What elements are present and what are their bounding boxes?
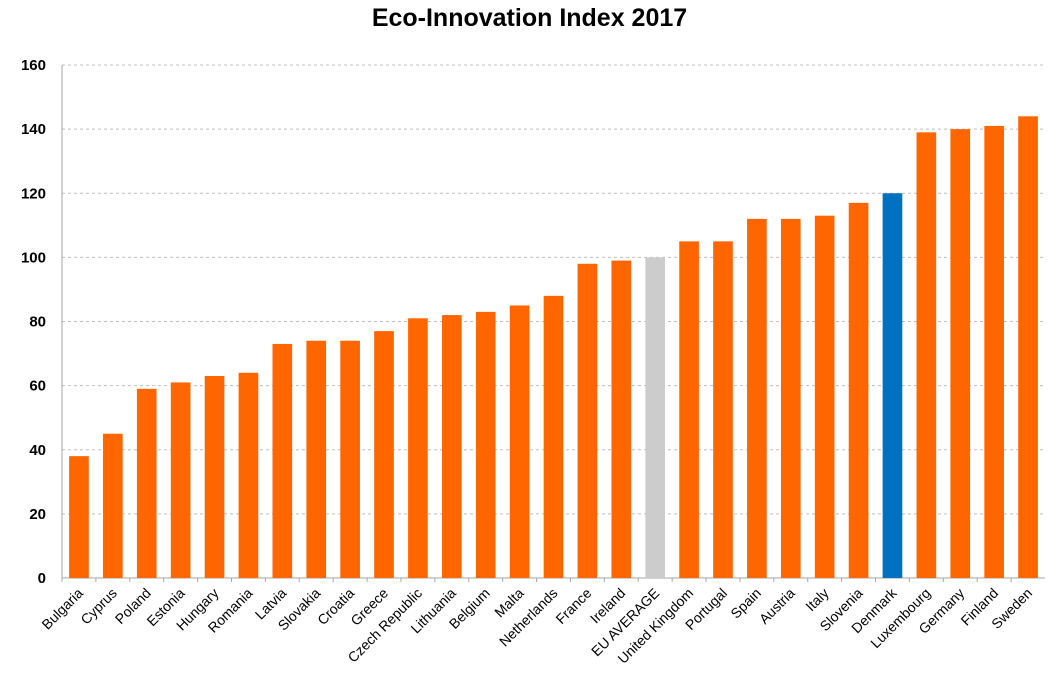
bar: [340, 340, 360, 578]
bar: [747, 218, 767, 578]
bar: [69, 456, 89, 578]
bar: [577, 263, 598, 578]
bar: [848, 202, 869, 578]
y-tick-label: 40: [29, 442, 46, 459]
y-tick-label: 0: [38, 570, 46, 587]
x-tick-label: Bulgaria: [38, 585, 86, 633]
bar: [543, 295, 564, 578]
y-tick-label: 60: [29, 378, 46, 395]
x-tick-label: France: [552, 585, 594, 627]
bar: [950, 129, 971, 578]
y-tick-label: 120: [21, 185, 46, 202]
bar: [611, 260, 632, 578]
bar: [713, 241, 733, 578]
bar: [1018, 116, 1038, 579]
bar: [814, 215, 835, 578]
y-tick-label: 160: [21, 57, 46, 74]
x-tick-label: Cyprus: [77, 585, 120, 628]
bar: [238, 372, 259, 578]
y-tick-label: 140: [21, 121, 46, 138]
chart-title: Eco-Innovation Index 2017: [371, 4, 688, 32]
y-tick-label: 80: [29, 314, 46, 331]
x-tick-label: Austria: [756, 585, 798, 627]
bar: [780, 218, 801, 578]
bar: [170, 382, 191, 578]
bar: [882, 193, 903, 578]
bar: [441, 315, 462, 578]
bar: [204, 376, 225, 578]
bar: [645, 257, 666, 578]
bar: [916, 132, 937, 579]
x-tick-label: Italy: [802, 585, 831, 614]
y-tick-label: 20: [29, 506, 46, 523]
bar: [374, 331, 394, 578]
bar: [272, 343, 293, 578]
bar: [984, 125, 1004, 578]
bar: [408, 318, 428, 578]
bar: [136, 388, 157, 578]
bar: [509, 305, 530, 578]
y-tick-label: 100: [21, 249, 46, 266]
bar: [103, 433, 123, 578]
bar: [475, 311, 496, 578]
bar: [306, 340, 327, 578]
bar: [679, 241, 699, 578]
